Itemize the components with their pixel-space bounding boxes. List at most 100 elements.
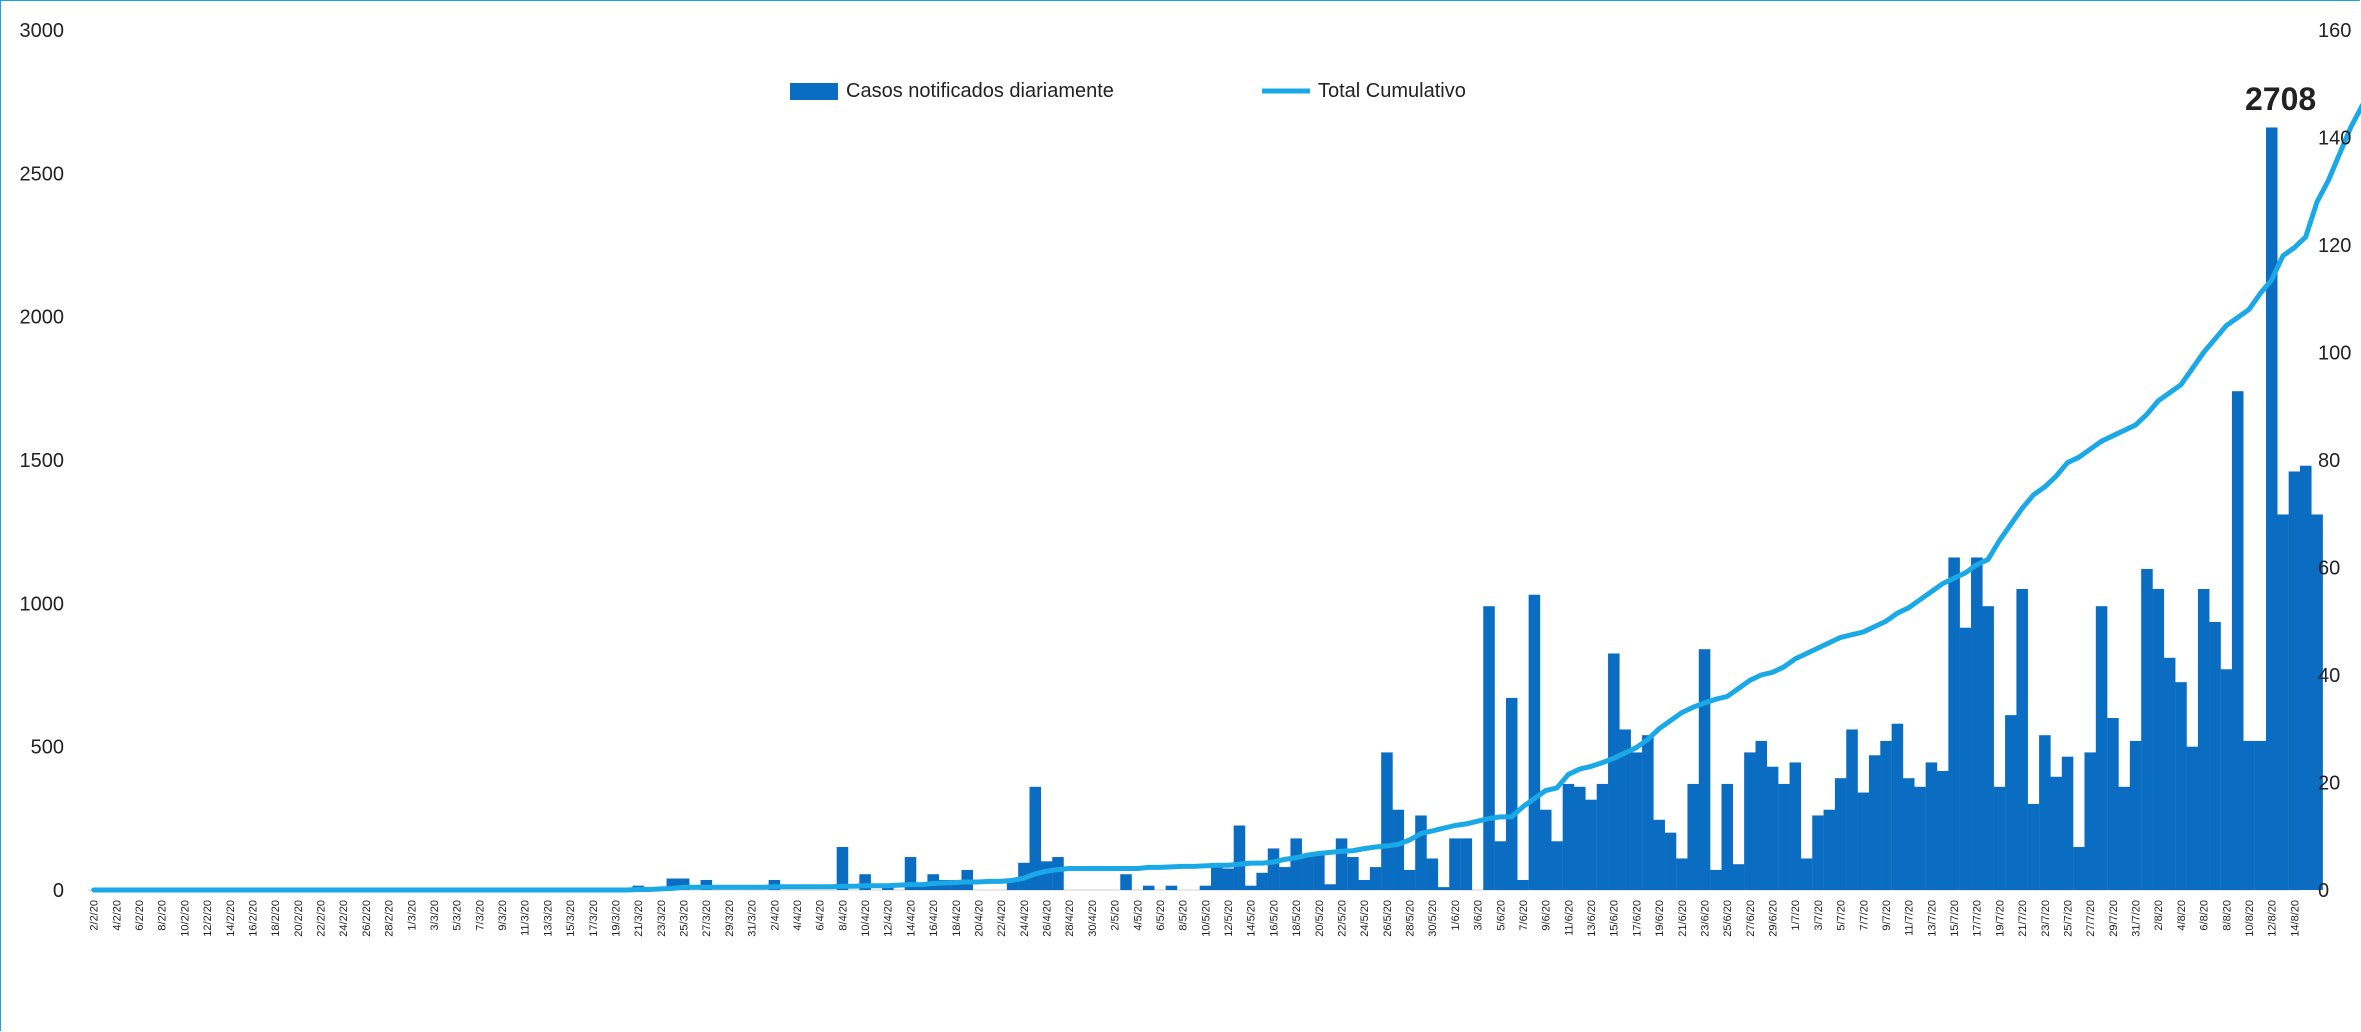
x-tick-label: 31/7/20 [2131,900,2143,937]
bar [1483,606,1495,890]
x-tick-label: 17/7/20 [1972,900,1984,937]
legend-label-bars: Casos notificados diariamente [846,80,1114,102]
y-right-tick-label: 140 [2318,128,2351,150]
x-tick-label: 19/7/20 [1994,900,2006,937]
bar [1403,869,1416,890]
x-tick-label: 12/8/20 [2267,900,2279,937]
bar [2141,568,2153,890]
bar [1937,771,1949,890]
x-tick-label: 24/2/20 [338,900,350,937]
x-tick-label: 10/5/20 [1200,900,1212,937]
x-tick-label: 2/5/20 [1110,900,1122,931]
x-tick-label: 20/2/20 [293,900,305,937]
bar [1279,867,1291,890]
x-tick-label: 23/3/20 [656,900,668,937]
bar [1902,778,1915,890]
bar [1256,872,1268,890]
y-left-tick-label: 500 [31,737,64,759]
x-tick-label: 25/3/20 [679,900,691,937]
bar [2243,740,2255,890]
bar [1800,858,1813,890]
x-tick-label: 5/7/20 [1836,900,1848,931]
bar [1437,887,1450,890]
cumulative-total-annotation: 2708 [2245,81,2316,117]
x-tick-label: 12/2/20 [202,900,214,937]
bar [1029,786,1042,890]
bar [1052,857,1064,890]
x-tick-label: 21/7/20 [2017,900,2029,937]
bar [2107,718,2119,890]
x-tick-label: 27/6/20 [1745,900,1757,937]
bar [2197,589,2210,890]
bar [1233,825,1246,890]
x-tick-label: 7/3/20 [474,900,486,931]
bar [2129,740,2142,890]
bar [2163,657,2176,890]
bar [1460,838,1473,890]
bar [1347,857,1359,890]
bar [1245,885,1257,890]
y-right-tick-label: 0 [2318,880,2329,902]
bar [1642,735,1654,890]
bar [1585,799,1597,890]
x-tick-label: 4/2/20 [111,900,123,931]
x-tick-label: 22/4/20 [996,900,1008,937]
bar [2039,735,2051,890]
bar [1596,783,1609,890]
x-tick-label: 5/6/20 [1495,900,1507,931]
bar [1732,864,1745,890]
x-tick-label: 3/3/20 [429,900,441,931]
x-tick-label: 30/5/20 [1427,900,1439,937]
bar [1449,838,1461,890]
y-axis-right: 0 20 40 60 80 100 120 140 160 [2318,20,2351,902]
x-tick-label: 4/4/20 [792,900,804,931]
x-tick-label: 29/6/20 [1768,900,1780,937]
bar [2288,471,2301,890]
bar [1517,879,1529,890]
x-tick-label: 1/7/20 [1790,900,1802,931]
bar [1539,809,1552,890]
y-left-tick-label: 1500 [20,450,65,472]
x-tick-label: 11/6/20 [1563,900,1575,936]
y-right-tick-label: 160 [2318,20,2351,42]
bar [1494,841,1507,890]
x-tick-label: 16/5/20 [1268,900,1280,937]
x-tick-label: 9/3/20 [497,900,509,931]
bar [2231,391,2244,890]
bar [1381,752,1393,890]
bar [1120,874,1132,890]
x-tick-label: 29/7/20 [2108,900,2120,937]
x-tick-label: 26/4/20 [1042,900,1054,937]
x-tick-label: 11/3/20 [520,900,532,936]
bar [1744,752,1756,890]
x-tick-label: 20/5/20 [1314,900,1326,937]
x-tick-label: 11/7/20 [1904,900,1916,936]
x-tick-label: 10/8/20 [2244,900,2256,937]
x-tick-label: 16/2/20 [248,900,260,937]
x-tick-label: 23/7/20 [2040,900,2052,937]
bar [2254,740,2267,890]
bar [2005,715,2017,890]
legend-swatch-bars [790,83,838,100]
bar [1710,869,1722,890]
bar [1165,885,1178,890]
x-tick-label: 6/5/20 [1155,900,1167,931]
y-left-tick-label: 0 [53,880,64,902]
x-tick-label: 10/4/20 [860,900,872,937]
x-tick-label: 17/6/20 [1631,900,1643,937]
x-tick-label: 2/2/20 [89,900,101,931]
x-tick-label: 7/6/20 [1518,900,1530,931]
bar [1959,627,1972,890]
bar [2073,847,2085,890]
bar [1721,783,1734,890]
x-tick-label: 21/6/20 [1677,900,1689,937]
bar [1006,878,1019,890]
bar [1040,861,1053,890]
bar [1789,762,1802,890]
bar [1993,786,2006,890]
x-tick-label: 8/2/20 [157,900,169,931]
x-tick-label: 2/4/20 [769,900,781,931]
bar [1630,752,1643,890]
y-right-tick-label: 120 [2318,235,2351,257]
bar [2095,606,2108,890]
